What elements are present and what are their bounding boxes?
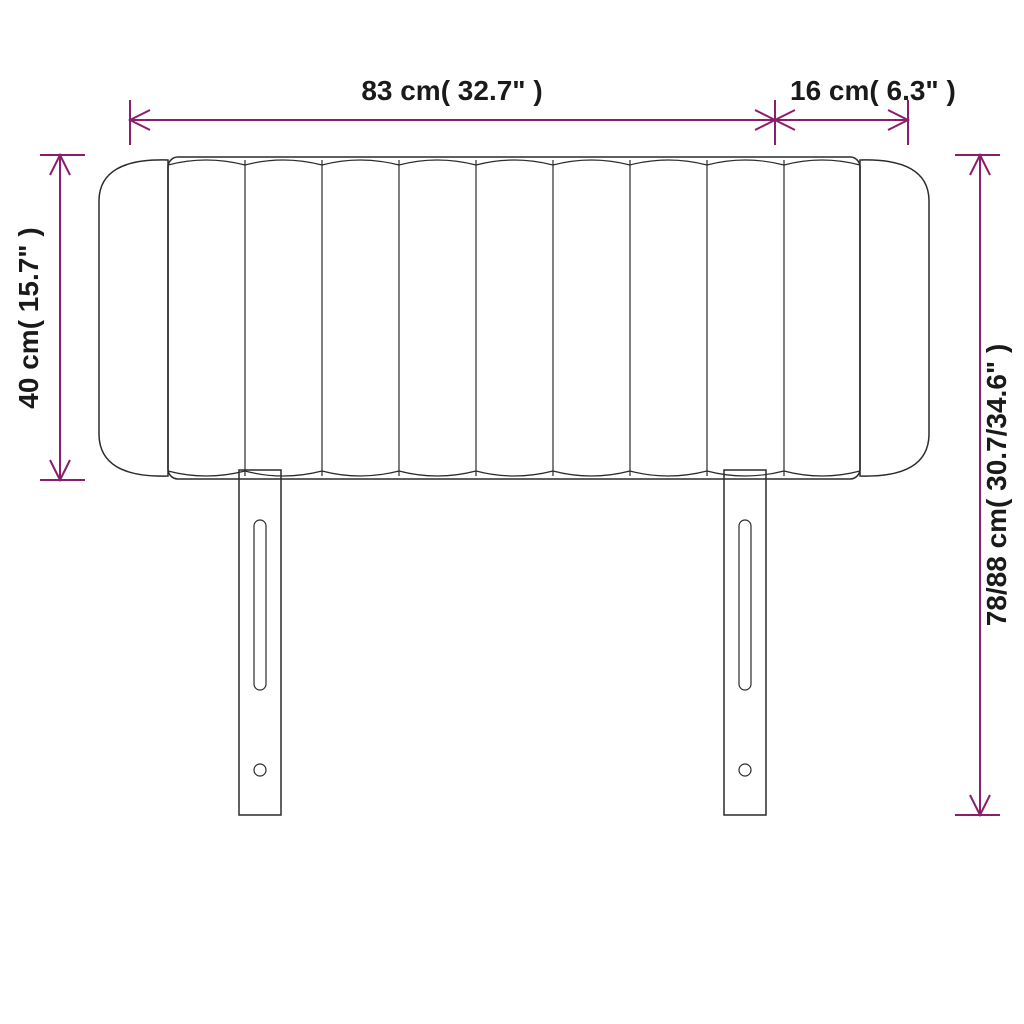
dim-height-total-label: 78/88 cm( 30.7/34.6" ) <box>981 344 1012 627</box>
mounting-legs <box>239 470 766 815</box>
dimension-height-cushion: 40 cm( 15.7" ) <box>13 155 85 480</box>
headboard-dimension-diagram: 83 cm( 32.7" ) 16 cm( 6.3" ) 40 cm( 15.7… <box>0 0 1024 1024</box>
dim-width-main-label: 83 cm( 32.7" ) <box>361 75 542 106</box>
dim-width-side-label: 16 cm( 6.3" ) <box>790 75 956 106</box>
dim-height-cushion-label: 40 cm( 15.7" ) <box>13 227 44 408</box>
dimension-width-main: 83 cm( 32.7" ) <box>130 75 775 145</box>
headboard-cushion <box>99 157 929 479</box>
dimension-width-side: 16 cm( 6.3" ) <box>775 75 956 145</box>
dimension-height-total: 78/88 cm( 30.7/34.6" ) <box>955 155 1012 815</box>
